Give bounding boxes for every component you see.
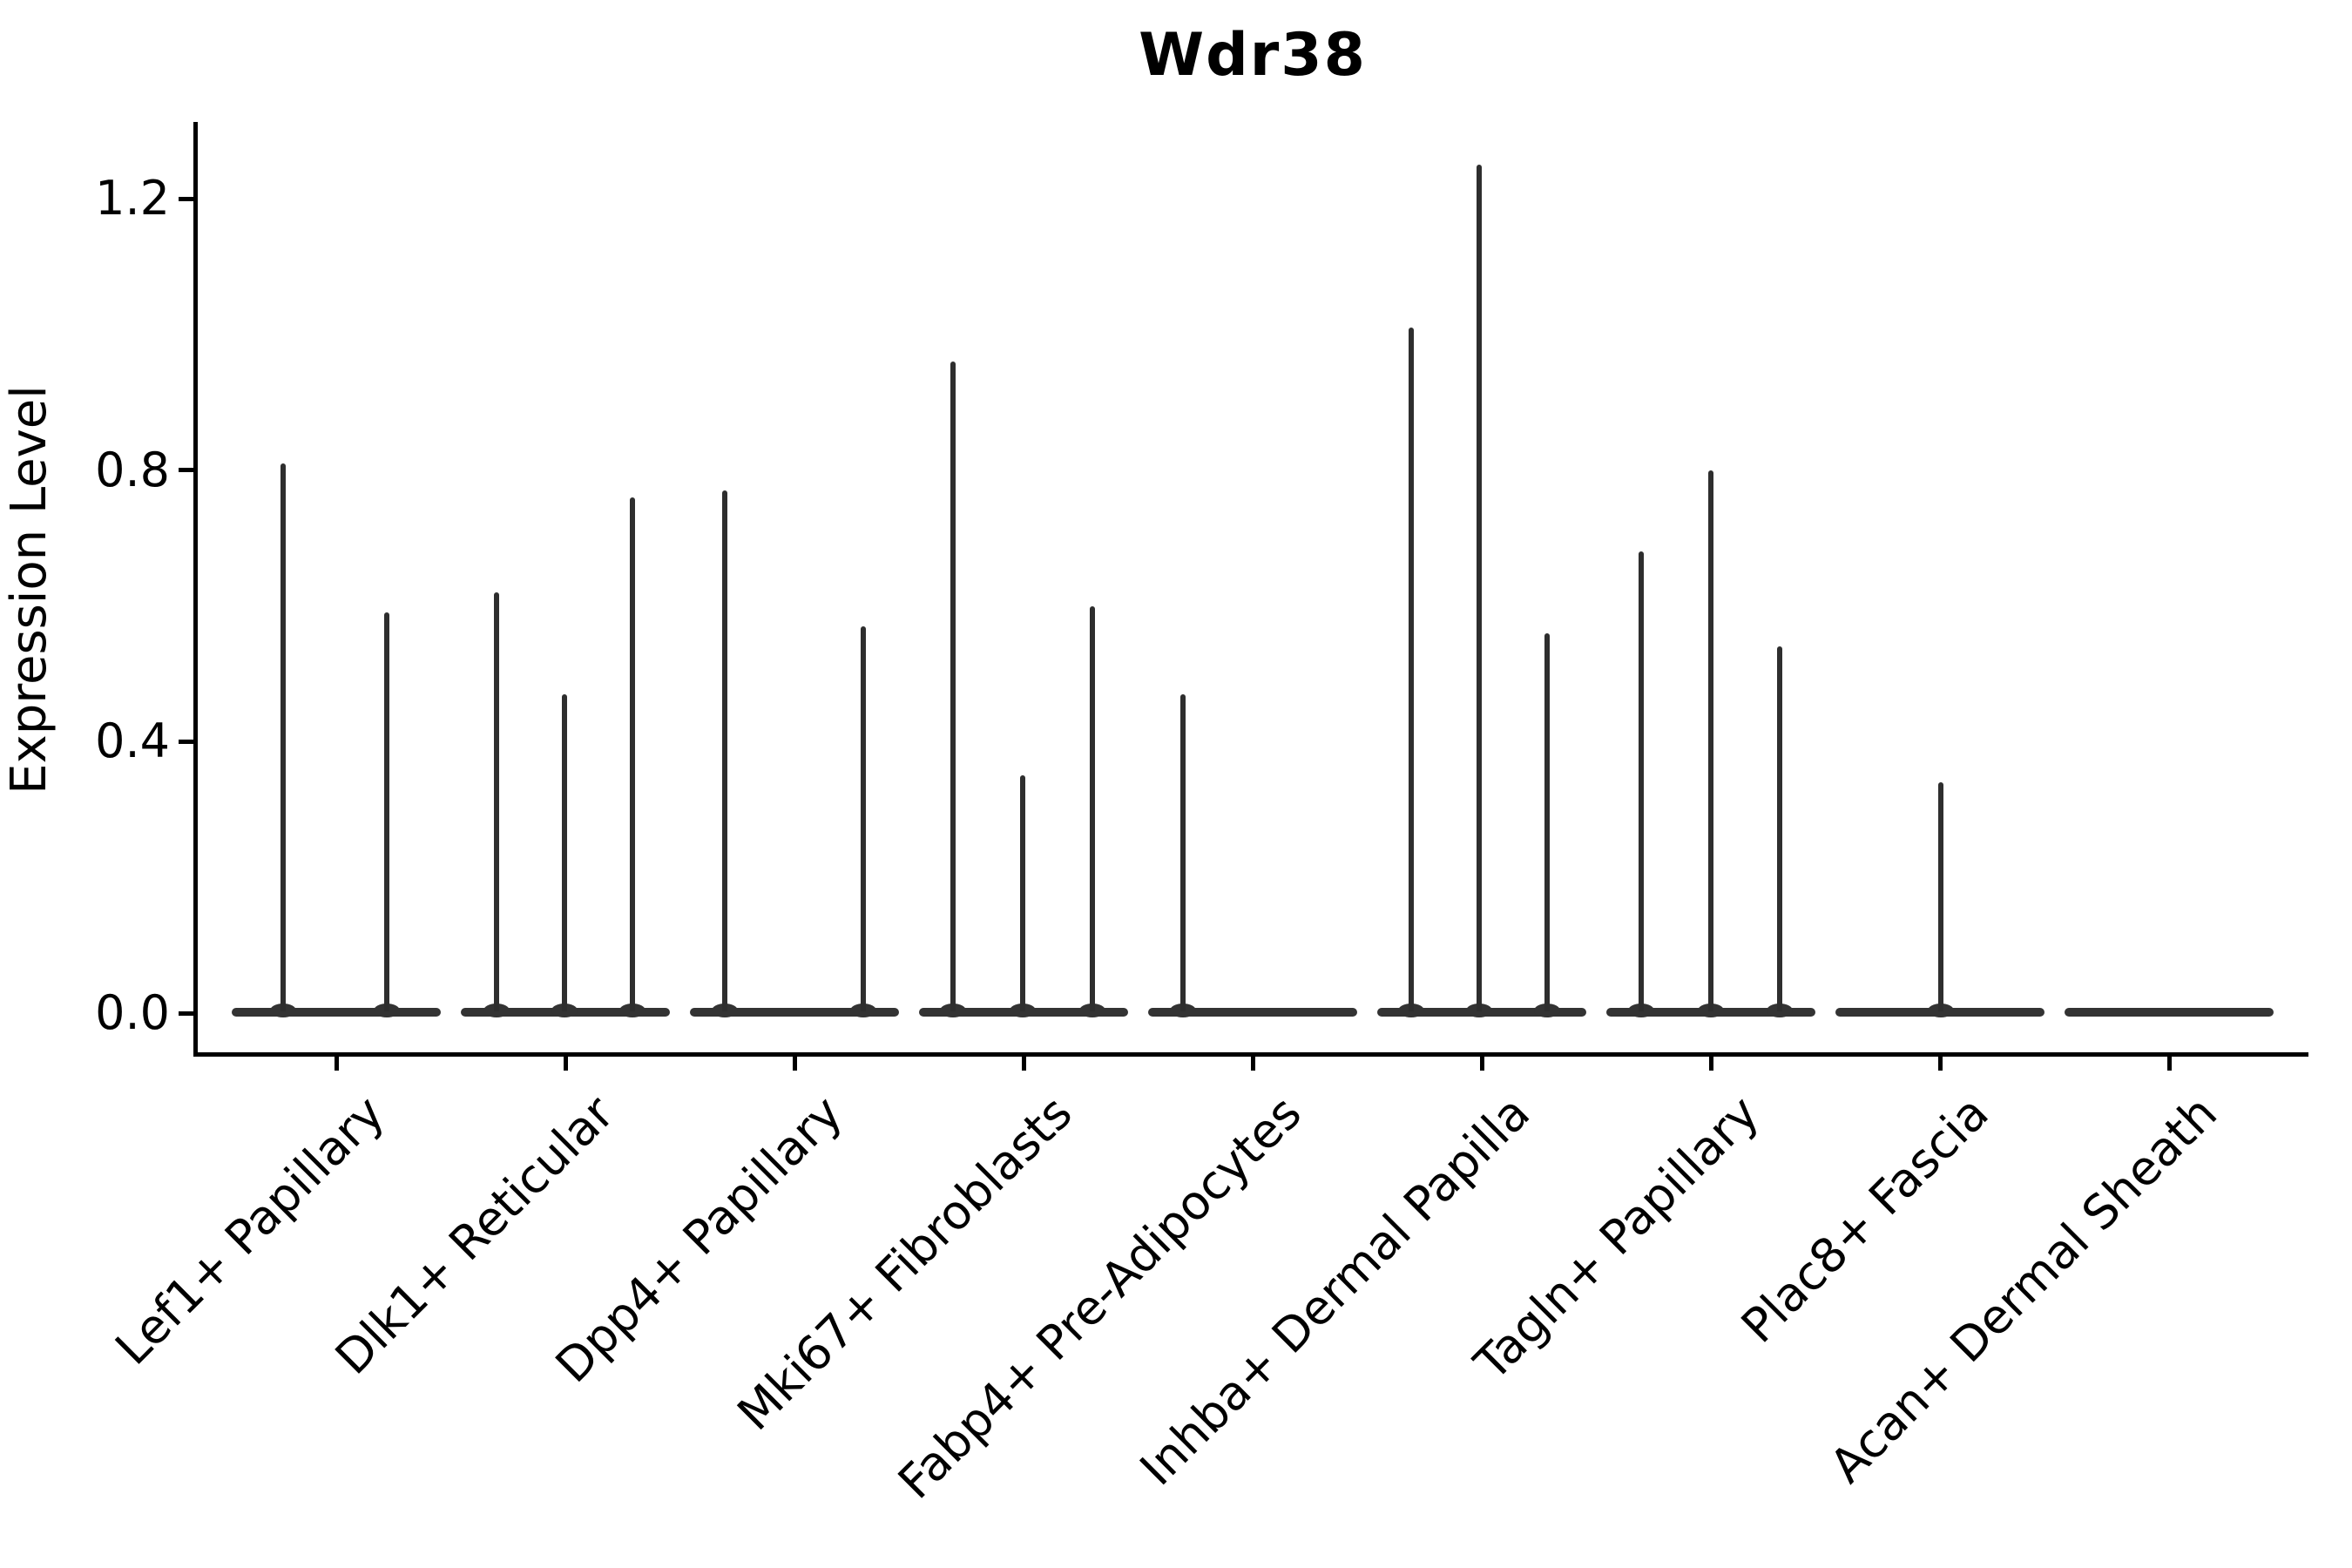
y-tick-mark	[179, 1010, 193, 1016]
violin-spike	[1090, 605, 1095, 1011]
violin-spike	[1544, 632, 1550, 1011]
violin-spike	[1777, 646, 1782, 1011]
violin-spike	[1477, 165, 1482, 1011]
x-tick-label: Plac8+ Fascia	[1730, 1085, 1999, 1354]
y-tick-label: 1.2	[95, 171, 170, 226]
violin-spike	[861, 625, 866, 1011]
y-axis-spine	[193, 122, 198, 1057]
violin-body	[1148, 1008, 1357, 1017]
x-tick-mark	[334, 1057, 339, 1071]
y-axis-label: Expression Level	[1, 385, 57, 794]
violin-spike	[1020, 775, 1025, 1011]
x-tick-mark	[1708, 1057, 1713, 1071]
x-tick-mark	[1250, 1057, 1255, 1071]
violin-spike	[722, 490, 727, 1011]
y-tick-label: 0.8	[95, 442, 170, 497]
violin-spike	[562, 693, 567, 1011]
x-tick-label: Inhba+ Dermal Papilla	[1130, 1085, 1541, 1497]
x-tick-label: Fabp4+ Pre-Adipocytes	[887, 1085, 1312, 1510]
violin-spike	[384, 612, 389, 1011]
violin-body	[232, 1008, 441, 1017]
x-tick-mark	[1937, 1057, 1943, 1071]
violin-body	[2065, 1008, 2274, 1017]
violin-spike	[1708, 470, 1713, 1011]
chart-title: Wdr38	[1139, 21, 1367, 90]
y-tick-mark	[179, 196, 193, 201]
violin-body	[690, 1008, 899, 1017]
violin-spike	[950, 362, 956, 1011]
y-tick-label: 0.4	[95, 713, 170, 769]
violin-spike	[1639, 551, 1644, 1011]
y-tick-mark	[179, 468, 193, 473]
violin-spike	[630, 497, 635, 1011]
violin-spike	[280, 463, 286, 1011]
violin-spike	[1409, 328, 1414, 1011]
y-tick-label: 0.0	[95, 985, 170, 1040]
x-axis-spine	[193, 1052, 2308, 1057]
x-tick-mark	[1021, 1057, 1026, 1071]
x-tick-label: Acan+ Dermal Sheath	[1819, 1085, 2228, 1494]
x-tick-mark	[2166, 1057, 2172, 1071]
x-tick-mark	[792, 1057, 797, 1071]
x-tick-mark	[563, 1057, 568, 1071]
violin-spike	[1938, 782, 1943, 1011]
violin-spike	[494, 592, 499, 1011]
violin-spike	[1180, 693, 1186, 1011]
x-tick-mark	[1479, 1057, 1484, 1071]
y-tick-mark	[179, 739, 193, 744]
